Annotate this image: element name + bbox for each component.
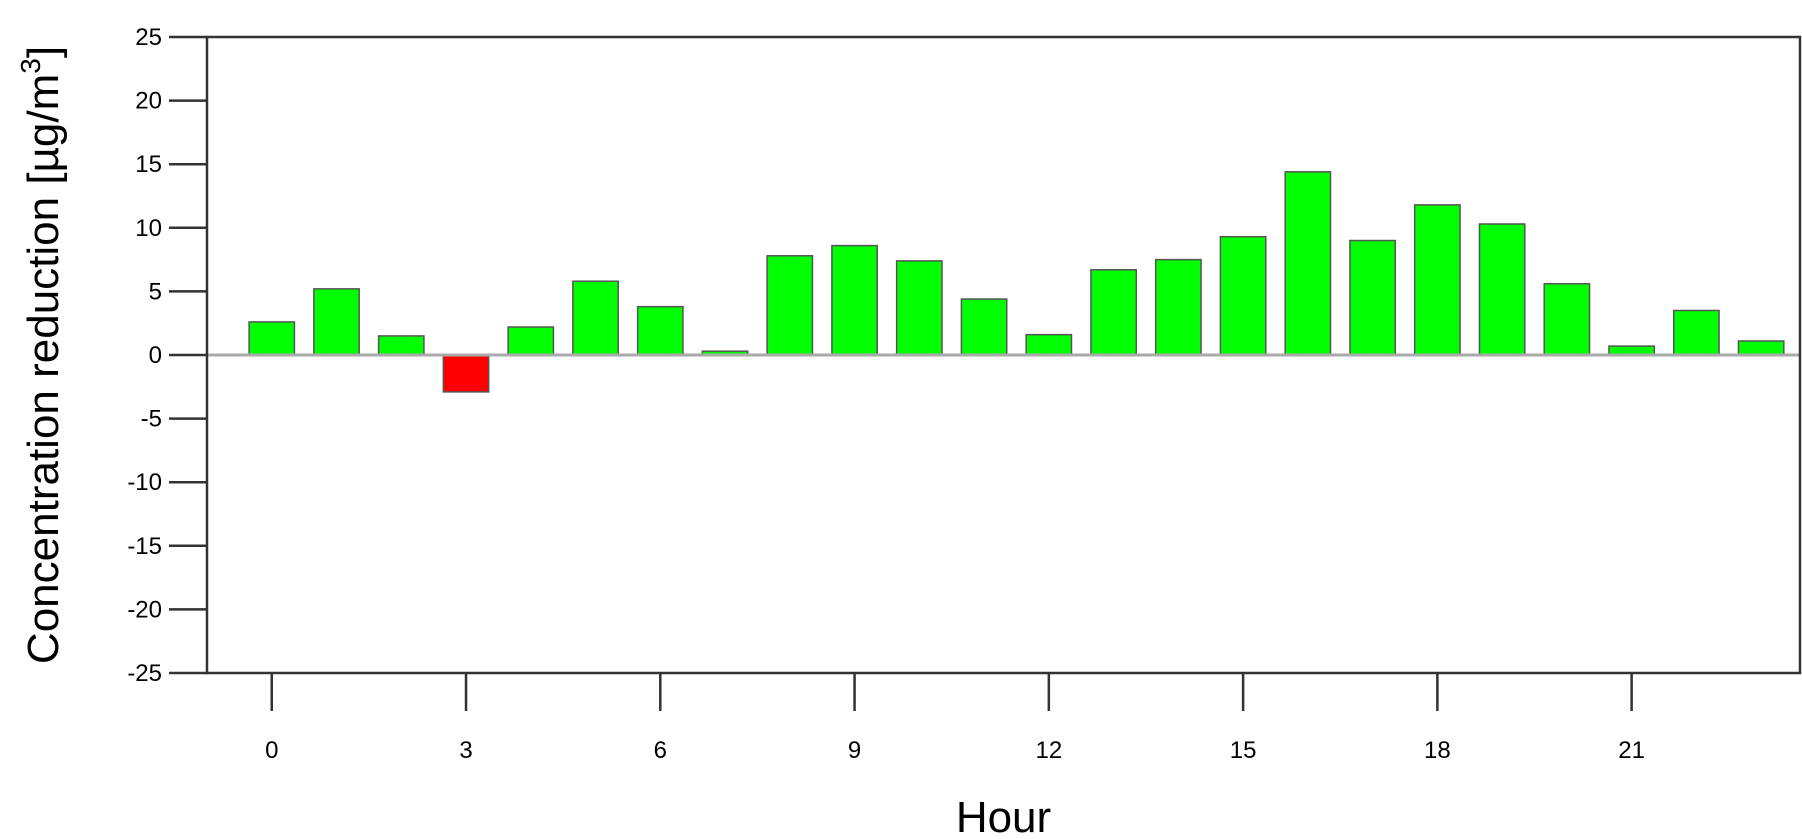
bar-hour-22 bbox=[1672, 309, 1720, 356]
bar-hour-20 bbox=[1543, 283, 1591, 356]
bar-hour-4 bbox=[507, 326, 555, 356]
bar-hour-6 bbox=[636, 305, 684, 356]
y-axis: -25 -20 -15 -10 -5 0 5 10 15 20 25 bbox=[127, 24, 207, 687]
bar-hour-3 bbox=[442, 354, 490, 393]
y-tick-label: 10 bbox=[135, 215, 162, 242]
x-axis-title: Hour bbox=[956, 793, 1051, 839]
y-tick-label: -25 bbox=[127, 660, 162, 687]
x-tick-label: 3 bbox=[459, 737, 472, 764]
x-tick-label: 12 bbox=[1035, 737, 1062, 764]
x-tick-label: 6 bbox=[654, 737, 667, 764]
y-tick-label: -10 bbox=[127, 469, 162, 496]
y-tick-label: 0 bbox=[149, 342, 162, 369]
y-tick-label: 5 bbox=[149, 278, 162, 305]
bar-hour-10 bbox=[895, 260, 943, 356]
bar-hour-9 bbox=[831, 244, 878, 356]
bar-hour-18 bbox=[1413, 204, 1461, 356]
bar-hour-19 bbox=[1478, 223, 1526, 356]
bar-hour-0 bbox=[248, 321, 296, 356]
y-tick-label: 20 bbox=[135, 88, 162, 115]
bar-hour-1 bbox=[313, 288, 360, 356]
bar-hour-12 bbox=[1025, 333, 1073, 356]
x-tick-label: 18 bbox=[1424, 737, 1451, 764]
y-tick-label: 15 bbox=[135, 151, 162, 178]
bar-hour-16 bbox=[1284, 171, 1332, 356]
bar-hour-15 bbox=[1219, 235, 1267, 356]
x-tick-label: 15 bbox=[1230, 737, 1257, 764]
x-axis: 0 3 6 9 12 15 18 21 bbox=[265, 673, 1645, 764]
y-axis-title-close: ] bbox=[19, 46, 68, 58]
y-tick-label: -5 bbox=[141, 406, 162, 433]
bar-hour-2 bbox=[377, 335, 425, 356]
x-tick-label: 0 bbox=[265, 737, 278, 764]
bar-hour-8 bbox=[766, 255, 814, 356]
y-axis-title: Concentration reduction [µg/m3] bbox=[15, 46, 68, 664]
bar-hour-5 bbox=[572, 280, 619, 356]
bars-layer bbox=[248, 171, 1785, 393]
bar-hour-17 bbox=[1349, 239, 1397, 356]
y-tick-label: 25 bbox=[135, 24, 162, 51]
bar-hour-13 bbox=[1090, 269, 1138, 356]
bar-hour-14 bbox=[1154, 258, 1202, 356]
bar-hour-11 bbox=[960, 298, 1008, 356]
x-tick-label: 9 bbox=[848, 737, 861, 764]
x-tick-label: 21 bbox=[1618, 737, 1645, 764]
y-tick-label: -15 bbox=[127, 533, 162, 560]
bar-hour-23 bbox=[1737, 340, 1785, 356]
y-axis-title-main: Concentration reduction [µg/m bbox=[19, 74, 68, 664]
y-axis-title-superscript: 3 bbox=[15, 58, 46, 74]
y-tick-label: -20 bbox=[127, 596, 162, 623]
